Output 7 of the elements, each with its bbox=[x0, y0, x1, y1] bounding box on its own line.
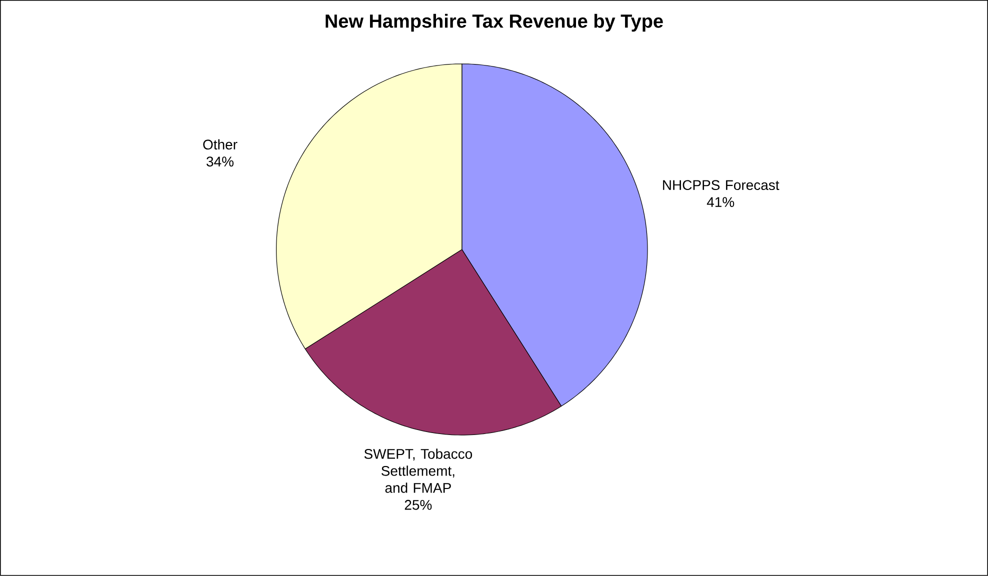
data-label: 41% bbox=[706, 197, 734, 208]
data-label: 25% bbox=[404, 500, 432, 510]
data-label: 34% bbox=[206, 156, 234, 167]
slice-label: Other bbox=[203, 139, 238, 150]
slice-label: SWEPT, Tobacco Settlememt, and FMAP bbox=[364, 448, 472, 493]
slice-label: NHCPPS Forecast bbox=[663, 180, 780, 190]
chart-title: New Hampshire Tax Revenue by Type bbox=[326, 14, 663, 32]
